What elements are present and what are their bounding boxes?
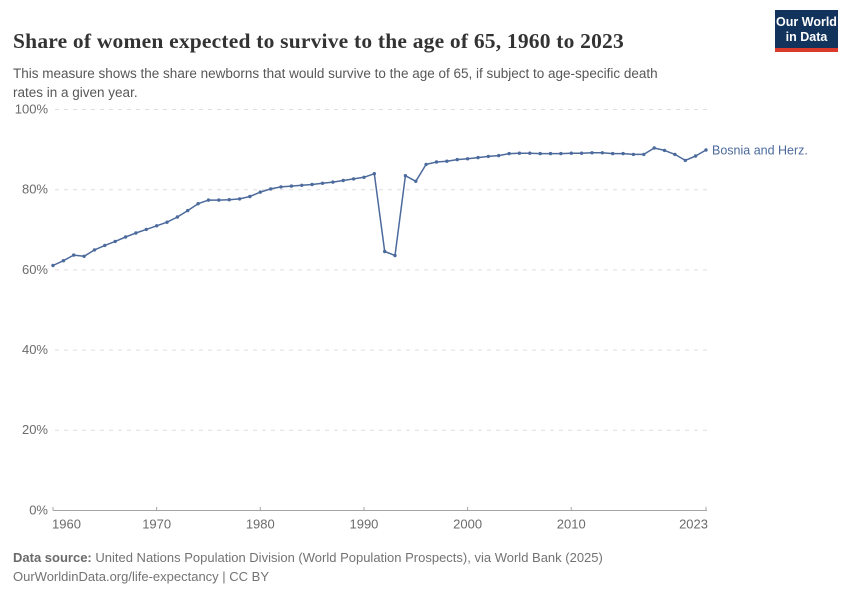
x-tick-label: 2023 xyxy=(679,516,708,531)
data-point-marker xyxy=(600,151,604,155)
data-point-marker xyxy=(517,151,522,155)
data-point-marker xyxy=(486,154,490,159)
data-point-marker xyxy=(611,151,615,156)
data-point-marker xyxy=(497,153,501,158)
data-source-label: Data source: xyxy=(13,550,92,565)
data-point-marker xyxy=(320,181,325,185)
data-point-marker xyxy=(538,151,542,156)
y-tick-label: 40% xyxy=(22,342,48,357)
data-point-marker xyxy=(445,159,449,163)
x-tick-label: 2010 xyxy=(557,516,586,531)
data-source-text: United Nations Population Division (Worl… xyxy=(91,550,603,565)
data-point-marker xyxy=(206,198,211,202)
series-end-label: Bosnia and Herz. xyxy=(712,143,808,157)
data-point-marker xyxy=(175,215,180,219)
x-tick-label: 1960 xyxy=(52,516,81,531)
data-source-line: Data source: United Nations Population D… xyxy=(13,549,813,568)
data-point-marker xyxy=(424,162,428,167)
data-point-marker xyxy=(642,152,646,157)
data-point-marker xyxy=(196,202,200,206)
data-point-marker xyxy=(414,179,418,183)
owid-logo[interactable]: Our World in Data xyxy=(775,10,838,52)
owid-logo-accent-bar xyxy=(775,48,838,52)
data-point-marker xyxy=(662,148,667,153)
y-tick-label: 20% xyxy=(22,422,48,437)
data-point-marker xyxy=(186,208,190,213)
data-point-marker xyxy=(92,248,97,252)
data-point-marker xyxy=(113,239,117,244)
data-point-marker xyxy=(123,235,128,239)
data-point-marker xyxy=(72,253,76,257)
data-point-marker xyxy=(590,151,594,155)
data-point-marker xyxy=(237,197,242,201)
data-point-marker xyxy=(289,184,294,188)
line-chart: 0% 20% 40% 60% 80% 100% 1960 1970 1980 1990 2000 20… xyxy=(15,101,808,531)
data-point-marker xyxy=(258,190,262,194)
data-point-marker xyxy=(61,259,66,263)
chart-subtitle-line2: rates in a given year. xyxy=(13,84,138,100)
data-point-marker xyxy=(51,263,55,268)
data-point-marker xyxy=(217,198,221,202)
owid-logo-line1: Our World xyxy=(776,15,837,29)
chart-subtitle: This measure shows the share newborns th… xyxy=(13,64,753,102)
chart-footer: Data source: United Nations Population D… xyxy=(13,549,813,586)
owid-logo-line2: in Data xyxy=(785,30,828,44)
data-point-marker xyxy=(465,157,470,161)
data-point-marker xyxy=(403,174,408,178)
data-point-marker xyxy=(528,151,532,155)
data-point-marker xyxy=(134,231,138,235)
data-point-marker xyxy=(476,155,480,160)
x-tick-label: 2000 xyxy=(453,516,482,531)
data-point-marker xyxy=(144,227,148,232)
y-tick-label: 60% xyxy=(22,262,48,277)
page-title: Share of women expected to survive to th… xyxy=(13,29,624,54)
data-point-marker xyxy=(683,158,687,163)
data-point-marker xyxy=(548,151,553,156)
data-point-marker xyxy=(455,157,459,162)
data-point-marker xyxy=(507,151,511,156)
data-point-marker xyxy=(693,154,698,158)
data-point-marker xyxy=(155,224,159,228)
data-point-marker xyxy=(559,151,563,156)
data-point-marker xyxy=(300,183,304,187)
y-tick-label: 0% xyxy=(29,502,48,517)
data-point-marker xyxy=(393,253,397,258)
data-point-marker xyxy=(227,198,231,202)
data-point-marker xyxy=(82,254,86,258)
data-point-marker xyxy=(434,160,439,164)
data-point-marker xyxy=(331,180,335,184)
data-point-marker xyxy=(269,187,273,191)
chart-subtitle-line1: This measure shows the share newborns th… xyxy=(13,65,658,81)
data-point-marker xyxy=(673,152,677,157)
data-point-marker xyxy=(165,220,169,224)
data-point-marker xyxy=(351,177,356,181)
x-tick-label: 1990 xyxy=(349,516,378,531)
series-line xyxy=(52,147,707,267)
data-point-marker xyxy=(704,148,708,152)
data-point-marker xyxy=(248,194,252,199)
data-point-marker xyxy=(341,178,345,183)
footer-url-license: OurWorldinData.org/life-expectancy | CC … xyxy=(13,568,270,584)
data-point-marker xyxy=(621,151,625,156)
data-point-marker xyxy=(362,175,366,179)
data-point-marker xyxy=(103,243,107,248)
data-point-marker xyxy=(579,151,584,155)
x-tick-label: 1980 xyxy=(246,516,275,531)
data-point-marker xyxy=(631,152,636,157)
x-tick-label: 1970 xyxy=(142,516,171,531)
data-point-marker xyxy=(652,146,656,150)
data-point-marker xyxy=(372,172,376,176)
data-point-marker xyxy=(569,151,573,155)
y-tick-label: 80% xyxy=(22,182,48,197)
y-tick-label: 100% xyxy=(15,101,49,116)
data-point-marker xyxy=(383,249,387,254)
data-point-marker xyxy=(279,185,283,189)
data-point-marker xyxy=(310,182,314,187)
